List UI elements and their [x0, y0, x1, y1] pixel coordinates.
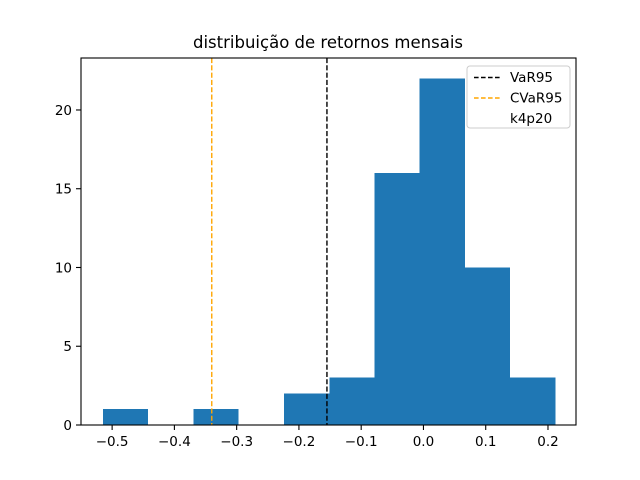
chart-title: distribuição de retornos mensais [193, 33, 463, 52]
x-tick-label: 0.1 [475, 434, 496, 450]
legend-label-var95: VaR95 [510, 70, 553, 86]
histogram-bar [374, 172, 420, 425]
y-tick-label: 10 [55, 260, 72, 276]
histogram-bar [419, 78, 466, 426]
legend-label-k4p20: k4p20 [510, 111, 552, 127]
histogram-bar [283, 393, 330, 425]
y-tick-label: 0 [63, 418, 72, 434]
x-tick-label: −0.3 [220, 434, 253, 450]
histogram-bar [465, 267, 510, 425]
legend-box [466, 65, 571, 129]
x-tick-label: −0.5 [96, 434, 129, 450]
histogram-bar [510, 377, 556, 425]
axes: −0.5 −0.4 −0.3 −0.2 −0.1 0.0 0.1 0.2 0 5 10 15 20 [55, 57, 577, 450]
histogram-bar [193, 409, 239, 425]
legend-label-cvar95: CVaR95 [510, 91, 562, 107]
histogram-bar [329, 377, 375, 425]
axes-frame [80, 57, 577, 426]
histogram-bar [102, 409, 149, 425]
x-tick-label: −0.1 [345, 434, 378, 450]
x-tick-label: −0.4 [158, 434, 191, 450]
y-tick-label: 5 [63, 339, 72, 355]
x-tick-label: −0.2 [283, 434, 316, 450]
plot-area [102, 58, 556, 426]
x-tick-label: 0.0 [413, 434, 434, 450]
y-tick-label: 15 [55, 182, 72, 198]
legend: VaR95 CVaR95 k4p20 [466, 65, 571, 129]
y-tick-label: 20 [55, 103, 72, 119]
x-tick-label: 0.2 [537, 434, 558, 450]
